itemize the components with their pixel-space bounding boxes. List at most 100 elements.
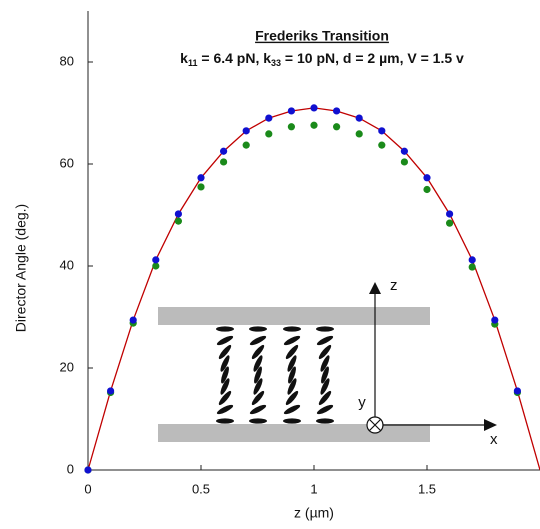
molecule (287, 378, 297, 395)
x-axis-label: z (µm) (294, 505, 334, 521)
molecule (318, 344, 332, 360)
data-point (423, 185, 431, 194)
molecule (216, 326, 234, 332)
molecule (251, 344, 265, 360)
x-arrowhead (484, 419, 497, 431)
data-point (378, 127, 386, 135)
data-point (152, 256, 160, 264)
molecule (285, 344, 299, 360)
molecule (253, 378, 263, 395)
top-plate (158, 307, 430, 325)
data-point (152, 262, 160, 270)
data-point (355, 130, 363, 138)
molecule (251, 390, 265, 406)
fit-curve (87, 107, 540, 471)
y-tick-label: 60 (60, 155, 74, 170)
molecule (249, 404, 267, 415)
molecule (216, 404, 234, 415)
data-point (378, 141, 386, 149)
molecule (316, 326, 334, 332)
z-arrowhead (369, 282, 381, 294)
annotation: y (358, 394, 366, 411)
data-point (220, 147, 228, 155)
data-point (129, 316, 137, 324)
x-tick-label: 1.5 (418, 481, 436, 496)
molecule (216, 418, 234, 424)
data-point (265, 130, 273, 138)
molecule (220, 355, 230, 372)
molecule (221, 366, 229, 384)
molecule (249, 335, 267, 346)
y-axis-cross (369, 419, 381, 431)
molecule (283, 326, 301, 332)
molecule (316, 418, 334, 424)
molecule (253, 355, 263, 372)
data-point (333, 107, 341, 115)
data-point (174, 217, 182, 225)
data-point (174, 210, 182, 218)
molecule (288, 366, 296, 384)
data-point (310, 104, 318, 112)
subtitle-part: = 6.4 pN, k (197, 50, 271, 66)
y-tick-label: 0 (67, 461, 74, 476)
chart-title: Frederiks Transition (255, 28, 389, 44)
molecule (220, 378, 230, 395)
molecule (249, 326, 267, 332)
data-point (446, 210, 454, 218)
y-tick-label: 80 (60, 53, 74, 68)
data-point (197, 174, 205, 182)
x-tick-label: 1 (310, 481, 317, 496)
molecule (285, 390, 299, 406)
molecule (316, 404, 334, 415)
chart-subtitle: k11 = 6.4 pN, k33 = 10 pN, d = 2 µm, V =… (180, 50, 464, 69)
y-tick-label: 40 (60, 257, 74, 272)
molecule (218, 344, 232, 360)
x-tick-label: 0 (84, 481, 91, 496)
data-point (107, 387, 115, 395)
data-point (287, 107, 295, 115)
molecule (283, 418, 301, 424)
data-point (423, 174, 431, 182)
y-axis-label: Director Angle (deg.) (13, 204, 29, 332)
molecule (216, 335, 234, 346)
data-point (468, 256, 476, 264)
x-tick-label: 0.5 (192, 481, 210, 496)
molecule (321, 366, 329, 384)
subtitle-part: k (180, 50, 188, 66)
bottom-plate (158, 424, 430, 442)
data-point (287, 123, 295, 131)
data-point (400, 147, 408, 155)
data-point (84, 466, 92, 474)
subscript: 11 (188, 58, 198, 68)
data-point (242, 127, 250, 135)
data-point (265, 114, 273, 122)
inset-diagram: z y x (158, 277, 498, 448)
data-point (333, 123, 341, 131)
data-point (513, 387, 522, 395)
molecule (249, 418, 267, 424)
data-point (491, 316, 499, 324)
data-point (468, 263, 476, 271)
y-tick-label: 20 (60, 359, 74, 374)
molecule (283, 335, 301, 346)
data-point (355, 114, 363, 122)
molecule (316, 335, 334, 346)
data-point (310, 121, 318, 129)
annotation: z (390, 277, 398, 294)
data-point (400, 158, 408, 166)
molecule (318, 390, 332, 406)
annotation: x (490, 431, 498, 448)
data-point (446, 219, 454, 227)
molecule (320, 355, 330, 372)
molecule (218, 390, 232, 406)
subscript: 33 (271, 58, 281, 68)
molecule (254, 366, 262, 384)
data-point (220, 158, 228, 166)
molecule (287, 355, 297, 372)
data-point (242, 141, 250, 149)
molecule (283, 404, 301, 415)
data-point (197, 183, 205, 191)
molecule (320, 378, 330, 395)
subtitle-part: = 10 pN, d = 2 µm, V = 1.5 v (281, 50, 464, 66)
